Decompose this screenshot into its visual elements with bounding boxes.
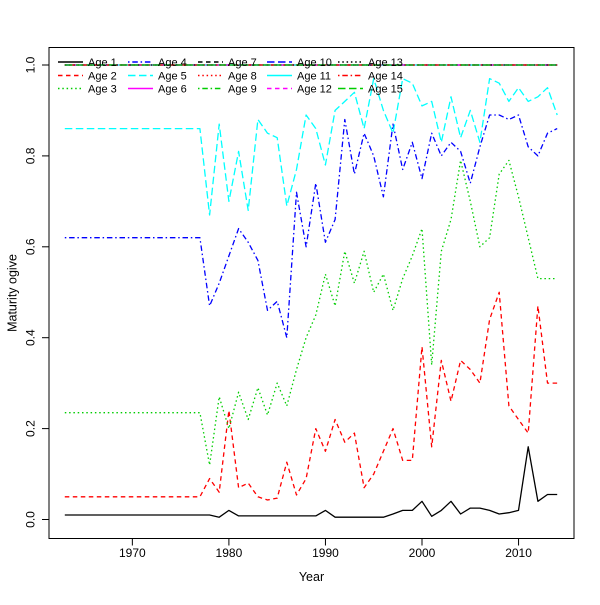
x-tick-label: 2000 xyxy=(409,546,436,560)
legend-label: Age 10 xyxy=(297,57,332,69)
legend-label: Age 15 xyxy=(368,83,403,95)
legend-item-age-8: Age 8 xyxy=(198,70,257,82)
series-lines xyxy=(64,64,558,518)
legend-item-age-10: Age 10 xyxy=(267,57,332,69)
legend-label: Age 4 xyxy=(158,57,187,69)
y-axis: 0.0 0.2 0.4 0.6 0.8 1.0 xyxy=(24,56,49,528)
series-line-age-3 xyxy=(64,159,558,466)
plot-border xyxy=(48,47,575,539)
legend-label: Age 6 xyxy=(158,83,187,95)
y-tick-label: 0.4 xyxy=(24,329,38,346)
legend-label: Age 13 xyxy=(368,57,403,69)
legend-item-age-14: Age 14 xyxy=(338,70,403,82)
y-tick-label: 0.6 xyxy=(24,238,38,255)
legend-label: Age 5 xyxy=(158,70,187,82)
y-tick-label: 0.0 xyxy=(24,511,38,528)
legend-label: Age 12 xyxy=(297,83,332,95)
series-line-age-4 xyxy=(64,114,558,339)
legend-label: Age 11 xyxy=(297,70,331,82)
legend-item-age-3: Age 3 xyxy=(58,83,117,95)
y-tick-label: 1.0 xyxy=(24,56,38,73)
legend-label: Age 8 xyxy=(228,70,257,82)
legend-item-age-6: Age 6 xyxy=(128,83,187,95)
legend-label: Age 3 xyxy=(88,83,117,95)
legend-item-age-7: Age 7 xyxy=(198,57,257,69)
series-line-age-5 xyxy=(64,77,558,216)
series-line-age-1 xyxy=(64,446,558,518)
x-axis: 1970 1980 1990 2000 2010 xyxy=(119,538,532,560)
legend-item-age-13: Age 13 xyxy=(338,57,403,69)
x-axis-title: Year xyxy=(299,570,324,584)
legend-item-age-2: Age 2 xyxy=(58,70,117,82)
x-tick-label: 1970 xyxy=(119,546,146,560)
y-axis-title: Maturity ogive xyxy=(6,254,20,332)
series-line-age-2 xyxy=(64,291,558,501)
legend-label: Age 14 xyxy=(368,70,403,82)
legend-item-age-1: Age 1 xyxy=(58,57,117,69)
legend-item-age-15: Age 15 xyxy=(338,83,403,95)
legend-label: Age 7 xyxy=(228,57,257,69)
legend-item-age-11: Age 11 xyxy=(267,70,331,82)
legend-item-age-9: Age 9 xyxy=(198,83,257,95)
x-tick-label: 2010 xyxy=(505,546,532,560)
legend-label: Age 1 xyxy=(88,57,117,69)
y-tick-label: 0.8 xyxy=(24,147,38,164)
legend-label: Age 9 xyxy=(228,83,257,95)
legend-item-age-12: Age 12 xyxy=(267,83,332,95)
legend-item-age-4: Age 4 xyxy=(128,57,187,69)
x-tick-label: 1990 xyxy=(312,546,339,560)
legend-item-age-5: Age 5 xyxy=(128,70,187,82)
legend-label: Age 2 xyxy=(88,70,117,82)
y-tick-label: 0.2 xyxy=(24,420,38,437)
x-tick-label: 1980 xyxy=(216,546,243,560)
